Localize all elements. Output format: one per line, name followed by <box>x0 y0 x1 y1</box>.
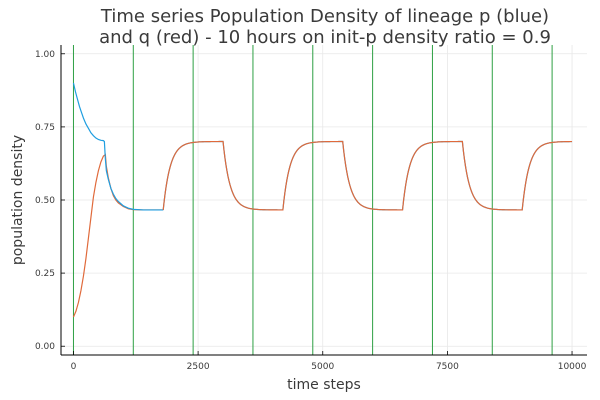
y-tick-label: 0.25 <box>35 269 55 279</box>
y-tick-label: 1.00 <box>35 50 55 60</box>
x-tick-label: 2500 <box>187 362 210 372</box>
x-tick-label: 7500 <box>436 362 459 372</box>
x-axis-ticks: 0 2500 5000 7500 10000 <box>71 351 587 372</box>
series-lines <box>72 82 573 318</box>
chart-title-line-1: Time series Population Density of lineag… <box>100 6 549 27</box>
y-tick-label: 0.50 <box>35 196 55 206</box>
series-line-q <box>72 153 164 318</box>
x-tick-label: 5000 <box>311 362 334 372</box>
x-tick-label: 0 <box>71 362 77 372</box>
y-axis-label: population density <box>10 135 26 265</box>
x-tick-label: 10000 <box>558 362 587 372</box>
series-line-cycle-q <box>162 140 573 211</box>
y-axis-ticks: 0.00 0.25 0.50 0.75 1.00 <box>35 50 65 352</box>
y-tick-label: 0.00 <box>35 342 55 352</box>
grid <box>61 45 587 355</box>
x-axis-label: time steps <box>287 377 361 393</box>
series-line-p <box>72 82 164 211</box>
vertical-markers <box>72 45 553 355</box>
y-tick-label: 0.75 <box>35 123 55 133</box>
chart-title-line-2: and q (red) - 10 hours on init-p density… <box>99 27 551 48</box>
